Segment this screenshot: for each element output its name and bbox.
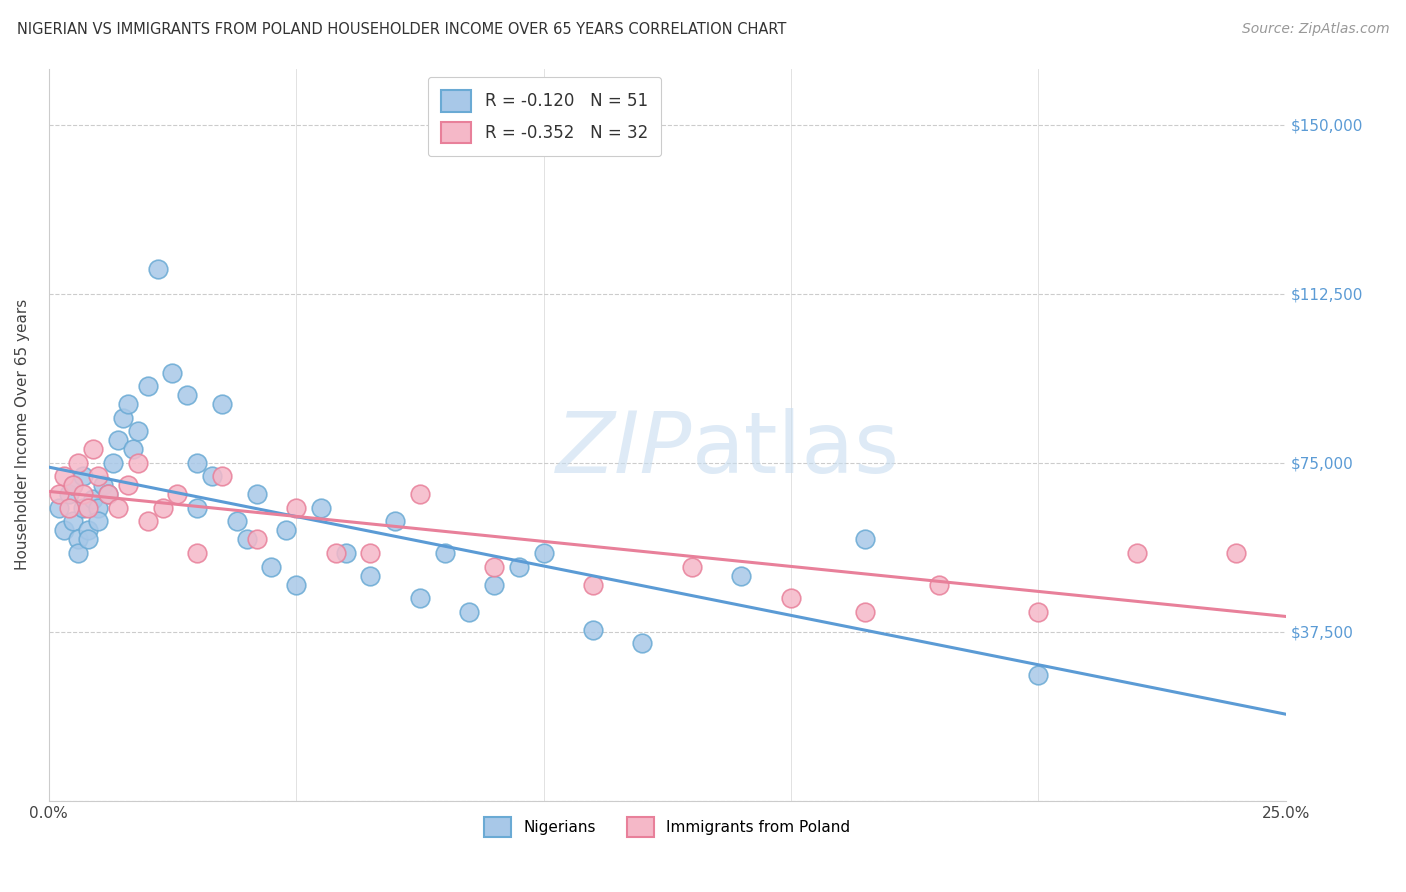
Point <box>91 478 114 492</box>
Point <box>62 478 84 492</box>
Point <box>780 591 803 605</box>
Point <box>1225 546 1247 560</box>
Point <box>77 500 100 515</box>
Point <box>117 478 139 492</box>
Text: ZIP: ZIP <box>555 408 692 491</box>
Point <box>433 546 456 560</box>
Point <box>127 456 149 470</box>
Point <box>72 500 94 515</box>
Text: NIGERIAN VS IMMIGRANTS FROM POLAND HOUSEHOLDER INCOME OVER 65 YEARS CORRELATION : NIGERIAN VS IMMIGRANTS FROM POLAND HOUSE… <box>17 22 786 37</box>
Point <box>359 546 381 560</box>
Point <box>730 568 752 582</box>
Point <box>48 500 70 515</box>
Point <box>1026 605 1049 619</box>
Point <box>482 559 505 574</box>
Point <box>62 515 84 529</box>
Point <box>77 533 100 547</box>
Point <box>245 487 267 501</box>
Point <box>582 577 605 591</box>
Point <box>152 500 174 515</box>
Point <box>285 577 308 591</box>
Point <box>225 515 247 529</box>
Point <box>107 434 129 448</box>
Point <box>276 524 298 538</box>
Point <box>87 515 110 529</box>
Point <box>201 469 224 483</box>
Point <box>1126 546 1149 560</box>
Point <box>166 487 188 501</box>
Y-axis label: Householder Income Over 65 years: Householder Income Over 65 years <box>15 299 30 570</box>
Point <box>48 487 70 501</box>
Point <box>111 410 134 425</box>
Point <box>409 487 432 501</box>
Point <box>77 524 100 538</box>
Point <box>52 524 75 538</box>
Point <box>325 546 347 560</box>
Point <box>409 591 432 605</box>
Point <box>67 456 90 470</box>
Point <box>928 577 950 591</box>
Point <box>309 500 332 515</box>
Point <box>335 546 357 560</box>
Point <box>87 500 110 515</box>
Point <box>136 515 159 529</box>
Point <box>146 262 169 277</box>
Point <box>458 605 481 619</box>
Point <box>853 605 876 619</box>
Point <box>285 500 308 515</box>
Point <box>67 546 90 560</box>
Point <box>186 456 208 470</box>
Point <box>211 469 233 483</box>
Point <box>117 397 139 411</box>
Text: Source: ZipAtlas.com: Source: ZipAtlas.com <box>1241 22 1389 37</box>
Point <box>101 456 124 470</box>
Point <box>186 546 208 560</box>
Point <box>136 379 159 393</box>
Point <box>245 533 267 547</box>
Point <box>82 442 104 457</box>
Point <box>67 533 90 547</box>
Point <box>72 469 94 483</box>
Point <box>482 577 505 591</box>
Point <box>127 425 149 439</box>
Point <box>162 366 184 380</box>
Point <box>235 533 257 547</box>
Point <box>1026 667 1049 681</box>
Point <box>58 500 80 515</box>
Point <box>533 546 555 560</box>
Point <box>186 500 208 515</box>
Point <box>97 487 120 501</box>
Point <box>52 469 75 483</box>
Point <box>582 623 605 637</box>
Point <box>176 388 198 402</box>
Point <box>82 491 104 506</box>
Point <box>97 487 120 501</box>
Point <box>384 515 406 529</box>
Point <box>260 559 283 574</box>
Point <box>72 487 94 501</box>
Text: atlas: atlas <box>692 408 900 491</box>
Point <box>58 487 80 501</box>
Legend: Nigerians, Immigrants from Poland: Nigerians, Immigrants from Poland <box>477 810 858 845</box>
Point <box>121 442 143 457</box>
Point <box>359 568 381 582</box>
Point <box>631 636 654 650</box>
Point <box>681 559 703 574</box>
Point <box>62 478 84 492</box>
Point <box>87 469 110 483</box>
Point <box>853 533 876 547</box>
Point <box>508 559 530 574</box>
Point <box>211 397 233 411</box>
Point <box>107 500 129 515</box>
